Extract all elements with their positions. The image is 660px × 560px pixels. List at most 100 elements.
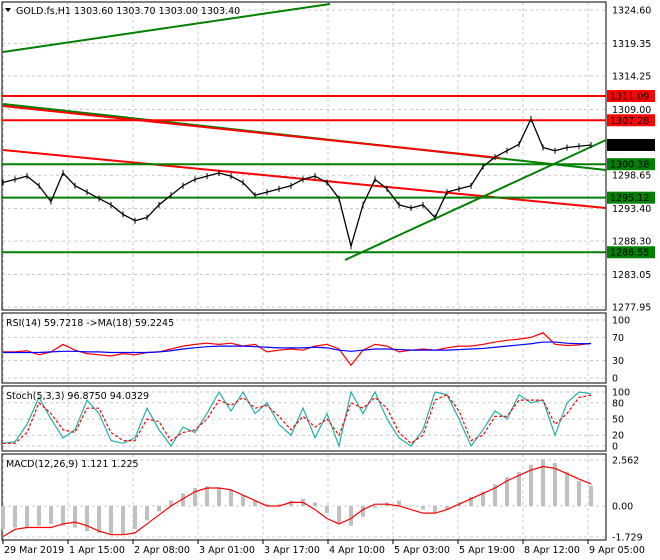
- y-tick-label: 1277.95: [612, 303, 651, 314]
- trendline-red-1[interactable]: [2, 105, 501, 159]
- macd-pane: [1, 453, 607, 541]
- macd-histogram-bar: [169, 500, 173, 506]
- price-segment: [542, 146, 556, 152]
- macd-title: MACD(12,26,9) 1.121 1.225: [6, 459, 139, 470]
- macd-histogram-bar: [313, 502, 317, 506]
- y-tick-label: 0: [612, 442, 618, 453]
- grid: [2, 2, 606, 540]
- macd-histogram-bar: [109, 505, 113, 535]
- macd-histogram-bar: [469, 497, 473, 506]
- macd-histogram-bar: [481, 491, 485, 506]
- price-segment: [278, 185, 292, 190]
- stoch-main-line: [2, 390, 592, 449]
- price-segment: [2, 178, 16, 184]
- price-segment: [338, 198, 352, 247]
- y-tick-label: 100: [612, 388, 630, 399]
- trendline-green-upper[interactable]: [2, 3, 331, 53]
- macd-histogram-bar: [97, 505, 101, 533]
- x-tick-label: 3 Apr 17:00: [264, 545, 320, 556]
- price-segment: [74, 185, 88, 193]
- x-tick-label: 1 Apr 15:00: [69, 545, 125, 556]
- macd-histogram-bar: [229, 489, 233, 506]
- price-segment: [194, 175, 208, 180]
- macd-histogram-bar: [25, 505, 29, 528]
- y-tick-label: 50: [612, 415, 624, 426]
- price-segment: [518, 118, 532, 145]
- macd-histogram-bar: [541, 459, 545, 506]
- price-segment: [434, 191, 448, 218]
- level-badge: [607, 246, 655, 259]
- x-tick-label: 4 Apr 10:00: [329, 545, 385, 556]
- price-segment: [314, 175, 328, 184]
- macd-histogram-bar: [181, 493, 185, 506]
- macd-histogram-bar: [61, 505, 65, 526]
- trendline-green-ascending[interactable]: [344, 139, 607, 261]
- price-segment: [374, 178, 388, 190]
- axis-labels: 29 Mar 2019 1 Apr 15:00 2 Apr 08:00 3 Apr 0…: [2, 6, 651, 556]
- price-segment: [242, 182, 256, 196]
- macd-histogram-bar: [517, 471, 521, 506]
- price-segment: [122, 213, 136, 222]
- macd-histogram-bar: [421, 505, 425, 510]
- price-segment: [350, 204, 364, 247]
- x-tick-label: 29 Mar 2019: [4, 545, 64, 556]
- rsi-pane: [1, 312, 607, 384]
- y-tick-label: 30: [612, 356, 624, 367]
- level-label: 1295.12: [610, 193, 649, 204]
- level-label: 1286.55: [610, 248, 649, 259]
- collapse-triangle-icon[interactable]: [5, 8, 11, 12]
- price-segment: [86, 191, 100, 200]
- macd-histogram-bar: [373, 505, 377, 508]
- macd-histogram-bar: [529, 464, 533, 506]
- y-tick-label: 80: [612, 398, 624, 409]
- macd-histogram-bar: [133, 505, 137, 530]
- price-segment: [230, 175, 244, 184]
- macd-histogram-bar: [265, 504, 269, 506]
- price-segment: [62, 172, 76, 187]
- price-segment: [26, 175, 40, 187]
- y-tick-label: 1324.60: [612, 6, 651, 17]
- stoch-pane: [1, 385, 607, 452]
- macd-histogram-bar: [349, 505, 353, 526]
- price-segment: [506, 143, 520, 152]
- level-label: 1300.38: [610, 160, 649, 171]
- price-segment: [98, 197, 112, 206]
- stoch-signal-line: [3, 393, 592, 445]
- x-tick-label: 9 Apr 05:00: [589, 545, 645, 556]
- price-segment: [530, 118, 544, 148]
- price-segment: [14, 175, 28, 180]
- level-badge: [607, 138, 655, 151]
- x-tick-label: 5 Apr 03:00: [394, 545, 450, 556]
- y-tick-label: 0: [612, 374, 618, 385]
- macd-histogram-bar: [325, 505, 329, 514]
- series: [1, 115, 593, 537]
- price-segment: [290, 178, 304, 187]
- macd-histogram-bar: [13, 505, 17, 528]
- price-segment: [470, 166, 484, 187]
- price-segment: [146, 204, 160, 218]
- macd-histogram-bar: [553, 462, 557, 506]
- price-segment: [254, 191, 268, 196]
- price-segment: [302, 175, 316, 180]
- y-tick-label: 70: [612, 333, 624, 344]
- price-segment: [170, 185, 184, 196]
- price-segment: [554, 146, 568, 152]
- level-badge: [607, 191, 655, 204]
- macd-histogram-bar: [85, 505, 89, 532]
- macd-histogram-bar: [193, 488, 197, 506]
- macd-histogram-bar: [253, 500, 257, 506]
- macd-histogram-bar: [217, 488, 221, 506]
- macd-histogram-bar: [157, 505, 161, 512]
- macd-histogram-bar: [577, 480, 581, 506]
- price-segment: [410, 204, 424, 209]
- price-segment: [446, 188, 460, 193]
- price-segment: [398, 204, 412, 209]
- y-tick-label: 100: [612, 316, 630, 327]
- x-tick-label: 8 Apr 12:00: [524, 545, 580, 556]
- y-tick-label: 1283.05: [612, 270, 651, 281]
- price-segment: [134, 216, 148, 222]
- main-pane: [1, 1, 607, 311]
- price-segment: [422, 204, 436, 218]
